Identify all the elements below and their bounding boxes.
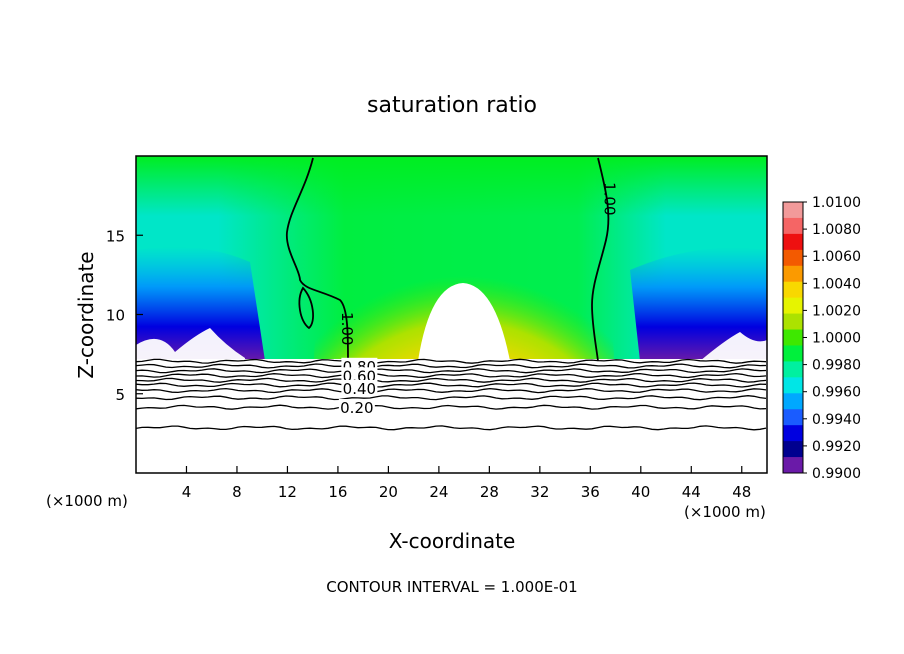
colorbar-label: 0.9980 <box>812 358 861 374</box>
colorbar-swatch <box>783 345 803 362</box>
colorbar-label: 1.0060 <box>812 249 861 265</box>
colorbar-swatch <box>783 233 803 251</box>
x-unit-label-left: (×1000 m) <box>46 492 128 510</box>
colorbar-label: 1.0100 <box>812 195 861 211</box>
colorbar: 1.0100 1.0080 1.0060 1.0040 1.0020 1.0000 0.99… <box>782 195 861 482</box>
contour-line <box>136 377 767 383</box>
colorbar-label: 0.9920 <box>812 439 861 455</box>
y-tick-label: 5 <box>115 386 125 404</box>
colorbar-swatch <box>783 409 803 426</box>
colorbar-label: 1.0020 <box>812 303 861 319</box>
colorbar-swatch <box>783 202 803 219</box>
contour-line <box>136 387 767 394</box>
contour-1-left <box>286 157 349 362</box>
contour-label: 0.40 <box>343 380 376 398</box>
x-axis-ticks: 4 8 12 16 20 24 28 32 36 40 44 48 <box>182 466 751 501</box>
colorbar-swatch <box>783 377 803 394</box>
x-tick-label: 24 <box>429 483 448 501</box>
colorbar-swatch <box>783 361 803 378</box>
lower-white-region <box>136 359 767 473</box>
white-dome-region <box>418 283 510 361</box>
x-tick-label: 48 <box>732 483 751 501</box>
contour-line <box>136 425 767 431</box>
contour-line <box>136 358 767 364</box>
contour-labels: 1.001.000.800.600.400.20 <box>338 182 618 417</box>
contour-line <box>136 382 767 388</box>
colorbar-label: 1.0040 <box>812 276 861 292</box>
contour-label: 1.00 <box>600 182 618 215</box>
colorbar-label: 0.9940 <box>812 412 861 428</box>
contour-line <box>136 372 767 379</box>
colorbar-swatch <box>783 217 803 235</box>
x-tick-label: 36 <box>581 483 600 501</box>
colorbar-label: 0.9900 <box>812 466 861 482</box>
contour-line <box>136 368 767 374</box>
colorbar-swatch <box>783 329 803 346</box>
contour-label: 0.20 <box>340 399 373 417</box>
x-unit-label-right: (×1000 m) <box>684 503 766 521</box>
contour-line <box>136 404 767 410</box>
contour-interval-note: CONTOUR INTERVAL = 1.000E-01 <box>326 578 577 596</box>
colorbar-label: 1.0080 <box>812 222 861 238</box>
x-tick-label: 28 <box>480 483 499 501</box>
colorbar-swatch <box>783 313 803 331</box>
x-axis-label: X-coordinate <box>389 529 516 553</box>
colorbar-swatch <box>783 281 803 299</box>
x-tick-label: 40 <box>631 483 650 501</box>
chart-title: saturation ratio <box>367 93 537 118</box>
contour-line <box>136 395 767 401</box>
contour-label: 1.00 <box>338 312 356 345</box>
white-left-bump <box>136 328 245 361</box>
colorbar-swatch <box>783 425 803 442</box>
y-tick-label: 15 <box>106 227 125 245</box>
colorbar-swatch <box>783 297 803 315</box>
field-right-blue <box>630 247 767 361</box>
colorbar-swatch <box>783 393 803 410</box>
x-tick-label: 32 <box>530 483 549 501</box>
contour-lines <box>136 358 767 431</box>
x-tick-label: 44 <box>682 483 701 501</box>
colorbar-swatch <box>783 265 803 283</box>
x-tick-label: 12 <box>278 483 297 501</box>
x-tick-label: 16 <box>328 483 347 501</box>
colorbar-swatch <box>783 249 803 267</box>
plot-area <box>136 156 767 473</box>
colorbar-label: 0.9960 <box>812 385 861 401</box>
colorbar-label: 1.0000 <box>812 331 861 347</box>
white-right-bump <box>700 332 767 361</box>
x-tick-label: 4 <box>182 483 192 501</box>
contour-line <box>136 363 767 369</box>
field-left-blue <box>136 246 265 361</box>
colorbar-swatch <box>783 441 803 458</box>
x-tick-label: 8 <box>232 483 242 501</box>
x-tick-label: 20 <box>379 483 398 501</box>
contour-1-right <box>591 157 610 362</box>
contour-1-island <box>298 286 314 330</box>
y-axis-ticks: 5 10 15 <box>106 227 143 404</box>
y-axis-label: Z-coordinate <box>74 251 98 378</box>
y-tick-label: 10 <box>106 307 125 325</box>
colorbar-swatch <box>783 457 803 474</box>
